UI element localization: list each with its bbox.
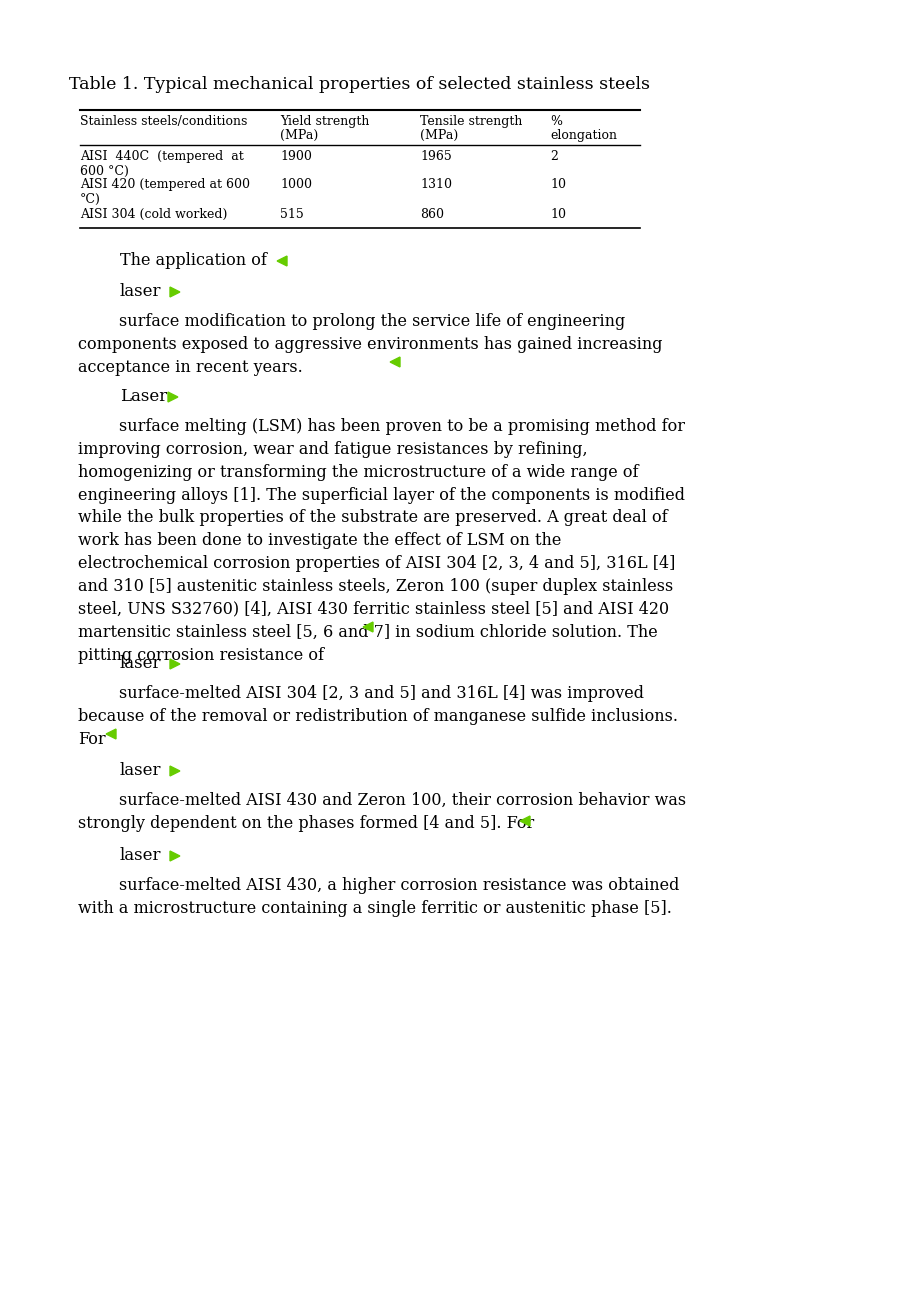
Polygon shape (106, 729, 116, 740)
Text: surface-melted AISI 430, a higher corrosion resistance was obtained
with a micro: surface-melted AISI 430, a higher corros… (78, 878, 678, 917)
Polygon shape (277, 256, 287, 266)
Polygon shape (363, 622, 372, 631)
Text: 515: 515 (279, 208, 303, 221)
Text: 1000: 1000 (279, 178, 312, 191)
Text: surface-melted AISI 304 [2, 3 and 5] and 316L [4] was improved
because of the re: surface-melted AISI 304 [2, 3 and 5] and… (78, 685, 677, 747)
Polygon shape (170, 659, 180, 669)
Text: Stainless steels/conditions: Stainless steels/conditions (80, 115, 247, 128)
Text: laser: laser (119, 848, 162, 865)
Text: 1900: 1900 (279, 150, 312, 163)
Polygon shape (519, 816, 529, 825)
Polygon shape (170, 766, 180, 776)
Text: surface-melted AISI 430 and Zeron 100, their corrosion behavior was
strongly dep: surface-melted AISI 430 and Zeron 100, t… (78, 792, 686, 832)
Polygon shape (170, 286, 180, 297)
Text: (MPa): (MPa) (420, 129, 458, 142)
Text: laser: laser (119, 762, 162, 779)
Text: 860: 860 (420, 208, 444, 221)
Text: 1965: 1965 (420, 150, 451, 163)
Text: elongation: elongation (550, 129, 617, 142)
Text: surface modification to prolong the service life of engineering
components expos: surface modification to prolong the serv… (78, 312, 662, 376)
Text: AISI  440C  (tempered  at
600 °C): AISI 440C (tempered at 600 °C) (80, 150, 244, 178)
Polygon shape (168, 392, 177, 402)
Text: Table 1. Typical mechanical properties of selected stainless steels: Table 1. Typical mechanical properties o… (70, 76, 650, 92)
Text: laser: laser (119, 283, 162, 299)
Text: The application of: The application of (119, 253, 267, 270)
Text: laser: laser (119, 655, 162, 672)
Text: 10: 10 (550, 208, 565, 221)
Text: 1310: 1310 (420, 178, 451, 191)
Text: surface melting (LSM) has been proven to be a promising method for
improving cor: surface melting (LSM) has been proven to… (78, 418, 685, 664)
Text: (MPa): (MPa) (279, 129, 318, 142)
Text: 2: 2 (550, 150, 557, 163)
Polygon shape (390, 357, 400, 367)
Text: Yield strength: Yield strength (279, 115, 369, 128)
Text: %: % (550, 115, 562, 128)
Text: Laser: Laser (119, 388, 167, 405)
Text: AISI 304 (cold worked): AISI 304 (cold worked) (80, 208, 227, 221)
Text: Tensile strength: Tensile strength (420, 115, 522, 128)
Polygon shape (170, 852, 180, 861)
Text: AISI 420 (tempered at 600
°C): AISI 420 (tempered at 600 °C) (80, 178, 250, 206)
Text: 10: 10 (550, 178, 565, 191)
